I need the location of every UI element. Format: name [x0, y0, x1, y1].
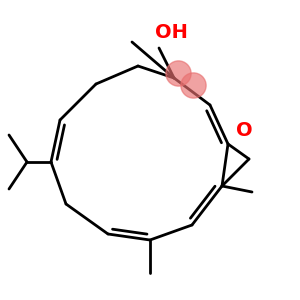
Circle shape [181, 73, 206, 98]
Circle shape [166, 61, 191, 86]
Text: O: O [236, 121, 253, 140]
Text: OH: OH [154, 23, 188, 43]
